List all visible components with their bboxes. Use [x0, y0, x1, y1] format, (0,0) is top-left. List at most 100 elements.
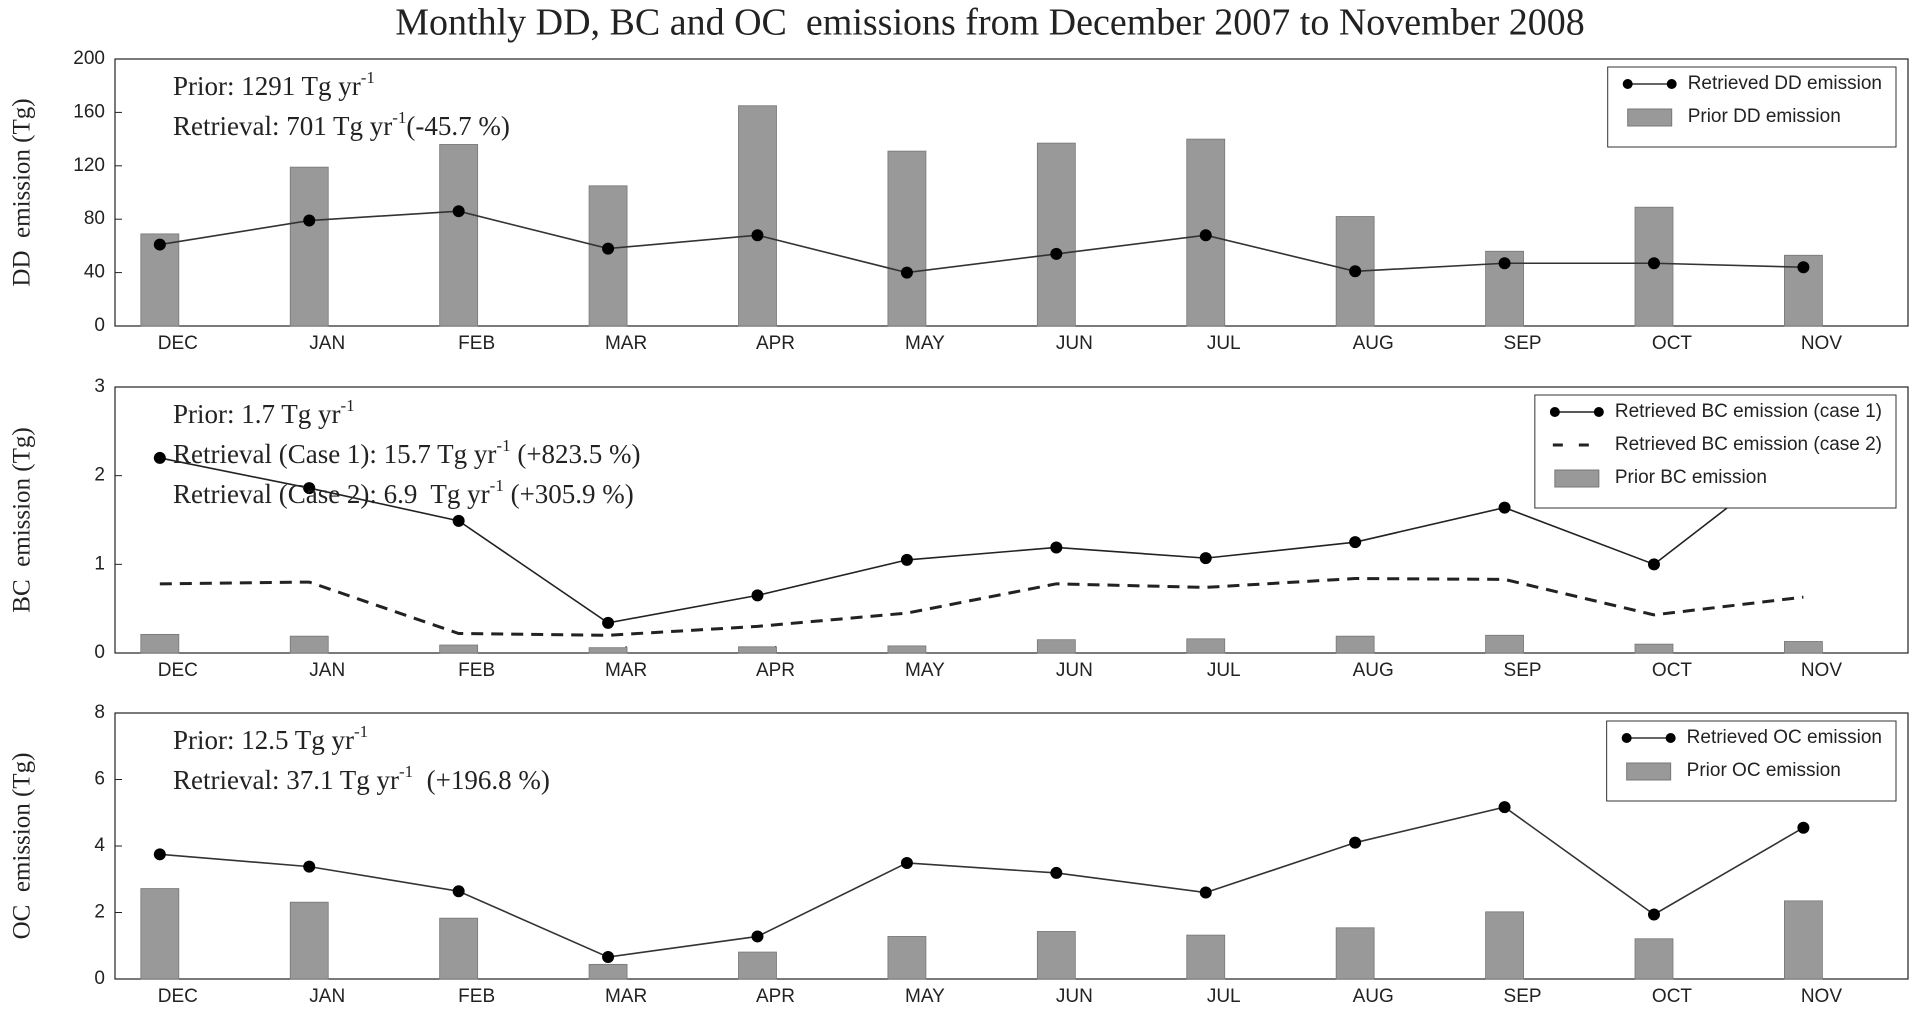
- annotation: Retrieval (Case 1): 15.7 Tg yr-1 (+823.5…: [173, 436, 641, 469]
- x-tick-label: DEC: [158, 660, 198, 681]
- bar: [1036, 142, 1076, 327]
- y-axis-label: BC emission (Tg): [9, 427, 36, 612]
- point: [1349, 265, 1362, 278]
- bar: [140, 633, 180, 654]
- bar: [1634, 643, 1674, 654]
- point: [1647, 908, 1660, 921]
- point: [303, 482, 316, 495]
- point: [900, 856, 913, 869]
- annotation: Prior: 1291 Tg yr-1: [173, 68, 375, 101]
- x-tick-label: DEC: [158, 986, 198, 1007]
- y-tick-label: 40: [84, 262, 105, 283]
- annotation-superscript: -1: [341, 396, 355, 415]
- point: [1199, 886, 1212, 899]
- bar: [588, 185, 628, 327]
- point: [1647, 558, 1660, 571]
- bar: [1784, 641, 1823, 654]
- annotation-text: Prior: 1.7 Tg yr: [173, 399, 341, 429]
- bar: [1036, 639, 1076, 654]
- point: [1797, 261, 1810, 274]
- legend: Retrieved BC emission (case 1) Retrieved …: [1534, 394, 1897, 509]
- legend-label: Retrieved DD emission: [1688, 73, 1882, 94]
- x-tick-label: FEB: [458, 333, 495, 354]
- legend-swatch: [1665, 733, 1676, 743]
- x-tick-label: AUG: [1353, 660, 1394, 681]
- legend-label: Retrieved OC emission: [1687, 727, 1882, 748]
- dashed-line: [159, 577, 1804, 637]
- legend-label: Prior BC emission: [1615, 467, 1767, 488]
- annotation: Prior: 1.7 Tg yr-1: [173, 396, 355, 429]
- bar: [738, 646, 777, 654]
- chart-title: Monthly DD, BC and OC emissions from Dec…: [395, 2, 1584, 44]
- bar: [588, 647, 628, 654]
- annotation-text: (+823.5 %): [511, 439, 641, 469]
- annotation: Retrieval (Case 2): 6.9 Tg yr-1 (+305.9 …: [173, 476, 634, 509]
- legend-label: Prior DD emission: [1688, 106, 1841, 127]
- bar: [738, 951, 777, 980]
- legend-swatch: [1627, 108, 1673, 127]
- legend: Retrieved DD emission Prior DD emission: [1607, 66, 1897, 148]
- line: [159, 210, 1804, 274]
- bar: [1784, 900, 1823, 980]
- legend-label: Retrieved BC emission (case 2): [1615, 434, 1882, 455]
- y-tick-label: 1: [94, 553, 105, 574]
- x-tick-label: JAN: [309, 333, 345, 354]
- y-tick-label: 0: [94, 968, 105, 989]
- bar: [1335, 927, 1375, 980]
- x-tick-label: FEB: [458, 986, 495, 1007]
- x-tick-label: MAY: [905, 986, 945, 1007]
- x-tick-label: OCT: [1652, 986, 1693, 1007]
- bar: [1485, 911, 1524, 980]
- annotation-text: (-45.7 %): [406, 111, 509, 141]
- y-tick-label: 80: [84, 208, 105, 229]
- bar: [1036, 931, 1076, 980]
- bar: [439, 644, 479, 654]
- point: [1199, 229, 1212, 242]
- legend-swatch: [1593, 407, 1604, 417]
- annotation-superscript: -1: [361, 68, 375, 87]
- point: [751, 930, 764, 943]
- bar: [140, 888, 180, 980]
- y-tick-label: 2: [94, 465, 105, 486]
- legend-swatch: [1626, 762, 1672, 781]
- y-tick-label: 200: [73, 48, 105, 69]
- plot-frame: [114, 58, 1909, 327]
- x-tick-label: SEP: [1504, 986, 1542, 1007]
- x-tick-label: SEP: [1504, 333, 1542, 354]
- annotation-superscript: -1: [490, 476, 504, 495]
- y-tick-label: 4: [94, 835, 105, 856]
- point: [751, 229, 764, 242]
- point: [303, 860, 316, 873]
- point: [1050, 247, 1063, 260]
- annotation-text: Retrieval: 701 Tg yr: [173, 111, 392, 141]
- point: [1050, 866, 1063, 879]
- point: [1498, 257, 1511, 270]
- annotation: Retrieval: 701 Tg yr-1(-45.7 %): [173, 108, 510, 141]
- bar: [887, 936, 927, 980]
- annotation-superscript: -1: [392, 108, 406, 127]
- bar: [289, 901, 329, 980]
- point: [900, 553, 913, 566]
- x-tick-label: NOV: [1801, 660, 1843, 681]
- bar: [289, 635, 329, 654]
- x-tick-label: JAN: [309, 660, 345, 681]
- legend-box: [1606, 720, 1897, 802]
- point: [303, 214, 316, 227]
- annotation-text: Retrieval (Case 2): 6.9 Tg yr: [173, 479, 490, 509]
- x-tick-label: DEC: [158, 333, 198, 354]
- annotation-superscript: -1: [399, 762, 413, 781]
- y-axis-label: OC emission (Tg): [9, 753, 36, 940]
- y-tick-label: 8: [94, 702, 105, 723]
- x-tick-label: SEP: [1504, 660, 1542, 681]
- legend-label: Prior OC emission: [1687, 760, 1841, 781]
- bar: [1634, 938, 1674, 980]
- x-tick-label: APR: [756, 986, 795, 1007]
- annotation-superscript: -1: [496, 436, 510, 455]
- x-tick-label: JUL: [1207, 660, 1241, 681]
- point: [751, 589, 764, 602]
- x-tick-label: FEB: [458, 660, 495, 681]
- point: [602, 616, 615, 629]
- line: [159, 448, 1804, 624]
- x-tick-label: MAR: [605, 333, 647, 354]
